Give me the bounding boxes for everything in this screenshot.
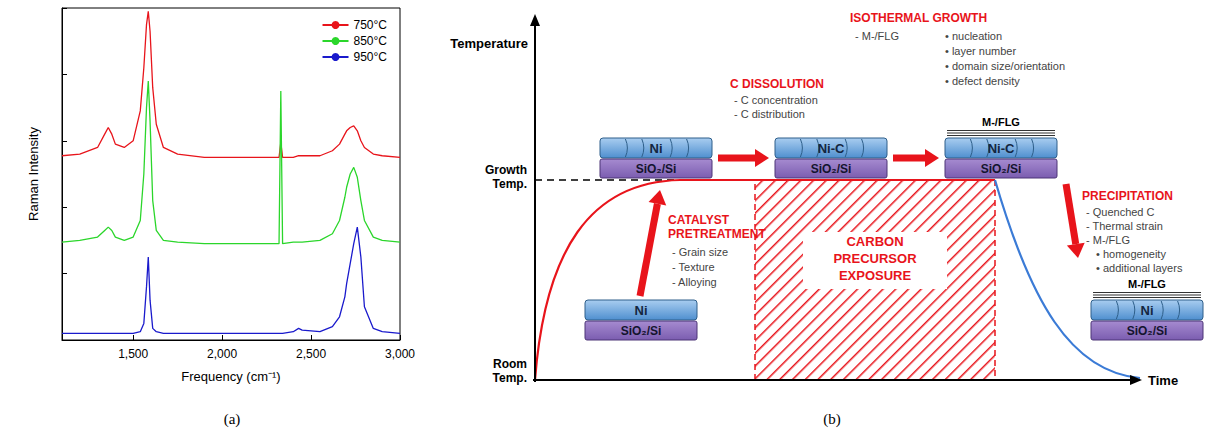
svg-text:SiO₂/Si: SiO₂/Si xyxy=(636,162,677,176)
svg-text:(a): (a) xyxy=(224,411,241,428)
svg-text:• defect density: • defect density xyxy=(945,75,1020,87)
svg-text:Ni-C: Ni-C xyxy=(988,141,1015,156)
svg-text:Temperature: Temperature xyxy=(450,36,528,51)
svg-text:ISOTHERMAL GROWTH: ISOTHERMAL GROWTH xyxy=(850,11,987,25)
svg-text:CARBON: CARBON xyxy=(846,234,903,249)
svg-text:- Thermal strain: - Thermal strain xyxy=(1086,220,1163,232)
svg-text:SiO₂/Si: SiO₂/Si xyxy=(981,162,1022,176)
svg-text:Temp.: Temp. xyxy=(493,177,527,191)
svg-text:- Quenched C: - Quenched C xyxy=(1086,206,1155,218)
svg-text:Temp.: Temp. xyxy=(493,371,527,385)
svg-text:• layer number: • layer number xyxy=(945,45,1016,57)
svg-text:Raman Intensity: Raman Intensity xyxy=(26,127,41,221)
svg-text:M-/FLG: M-/FLG xyxy=(1128,278,1166,290)
svg-text:- Alloying: - Alloying xyxy=(672,276,717,288)
svg-text:850°C: 850°C xyxy=(354,34,388,48)
svg-text:2,500: 2,500 xyxy=(296,347,326,361)
svg-text:Frequency (cm⁻¹): Frequency (cm⁻¹) xyxy=(181,369,280,384)
svg-text:1,500: 1,500 xyxy=(118,347,148,361)
svg-text:PRETREATMENT: PRETREATMENT xyxy=(668,227,766,241)
svg-text:Ni: Ni xyxy=(650,141,663,156)
svg-text:C DISSOLUTION: C DISSOLUTION xyxy=(730,77,824,91)
svg-text:Time: Time xyxy=(1148,373,1178,388)
svg-text:Room: Room xyxy=(493,357,527,371)
svg-text:• homogeneity: • homogeneity xyxy=(1096,248,1166,260)
svg-text:• domain size/orientation: • domain size/orientation xyxy=(945,60,1065,72)
svg-text:• nucleation: • nucleation xyxy=(945,30,1002,42)
svg-text:Ni: Ni xyxy=(635,303,648,318)
svg-text:Growth: Growth xyxy=(485,163,527,177)
svg-text:- Texture: - Texture xyxy=(672,261,715,273)
svg-text:PRECIPITATION: PRECIPITATION xyxy=(1082,189,1173,203)
svg-text:EXPOSURE: EXPOSURE xyxy=(839,268,912,283)
svg-text:(b): (b) xyxy=(823,411,841,428)
svg-text:Ni: Ni xyxy=(1141,303,1154,318)
svg-text:- M-/FLG: - M-/FLG xyxy=(855,30,899,42)
svg-text:SiO₂/Si: SiO₂/Si xyxy=(621,324,662,338)
svg-text:- C distribution: - C distribution xyxy=(734,108,805,120)
svg-text:3,000: 3,000 xyxy=(385,347,415,361)
svg-text:CATALYST: CATALYST xyxy=(668,213,730,227)
svg-text:- M-/FLG: - M-/FLG xyxy=(1086,234,1130,246)
svg-text:SiO₂/Si: SiO₂/Si xyxy=(1127,324,1168,338)
svg-text:- C concentration: - C concentration xyxy=(734,94,818,106)
svg-text:PRECURSOR: PRECURSOR xyxy=(833,251,917,266)
svg-text:M-/FLG: M-/FLG xyxy=(982,116,1020,128)
svg-text:- Grain size: - Grain size xyxy=(672,246,728,258)
svg-text:750°C: 750°C xyxy=(354,18,388,32)
svg-text:• additional layers: • additional layers xyxy=(1096,262,1183,274)
svg-text:Ni-C: Ni-C xyxy=(818,141,845,156)
svg-text:SiO₂/Si: SiO₂/Si xyxy=(811,162,852,176)
svg-text:2,000: 2,000 xyxy=(207,347,237,361)
svg-text:950°C: 950°C xyxy=(354,50,388,64)
